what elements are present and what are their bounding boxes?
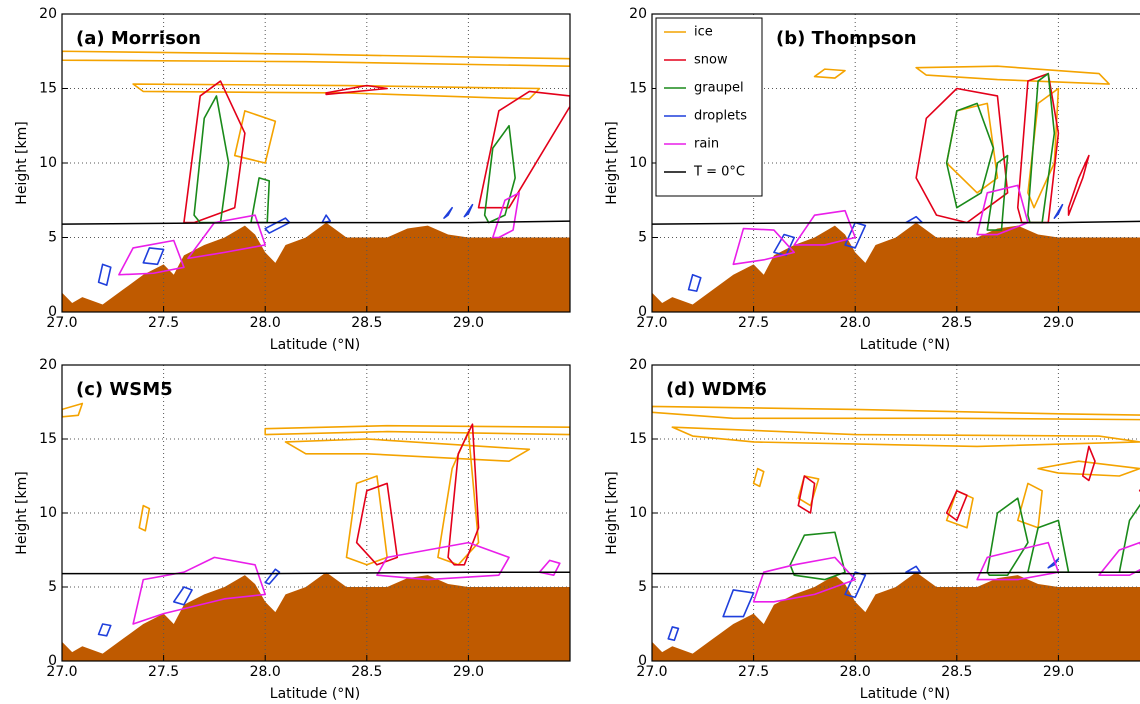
plot-area: [62, 14, 570, 312]
y-tick-label: 15: [629, 431, 647, 447]
y-tick-label: 10: [629, 155, 647, 171]
contour: [652, 405, 1140, 529]
y-axis-label: Height [km]: [604, 121, 620, 204]
panel-title: (c) WSM5: [76, 379, 173, 400]
freezing-line: [652, 220, 1140, 225]
terrain: [62, 572, 570, 661]
y-tick-label: 0: [48, 653, 57, 669]
x-tick-label: 28.5: [941, 664, 972, 680]
x-tick-label: 27.5: [148, 315, 179, 331]
y-tick-label: 20: [629, 6, 647, 22]
x-tick-label: 28.5: [351, 315, 382, 331]
x-axis-label: Latitude (°N): [270, 337, 360, 353]
legend-label: ice: [694, 25, 713, 40]
x-axis-label: Latitude (°N): [860, 686, 950, 702]
contour: [355, 423, 480, 566]
y-tick-label: 15: [39, 431, 57, 447]
terrain: [652, 222, 1140, 312]
x-tick-label: 29.0: [1043, 315, 1074, 331]
x-axis-label: Latitude (°N): [270, 686, 360, 702]
contour: [687, 203, 1064, 292]
y-axis-label: Height [km]: [604, 471, 620, 554]
freezing-line: [62, 571, 570, 575]
x-axis-label: Latitude (°N): [860, 337, 950, 353]
contour: [62, 402, 570, 566]
contour: [132, 541, 561, 625]
contour: [667, 558, 1060, 642]
contour: [789, 497, 1140, 581]
y-tick-label: 5: [48, 579, 57, 595]
y-tick-label: 5: [638, 579, 647, 595]
panel: 27.0 27.5 28.0 28.5 29.0 0 5 10 15 20 Latitude (°N…: [604, 6, 1140, 353]
contour: [732, 184, 1029, 266]
contour: [915, 72, 1090, 224]
plot-area: [62, 365, 570, 661]
x-tick-label: 28.5: [351, 664, 382, 680]
panel-title: (b) Thompson: [776, 28, 917, 49]
x-tick-label: 27.0: [636, 315, 667, 331]
plot-area: [652, 365, 1140, 661]
y-tick-label: 10: [629, 505, 647, 521]
x-tick-label: 27.0: [46, 664, 77, 680]
x-tick-label: 27.5: [738, 315, 769, 331]
freezing-line: [652, 571, 1140, 575]
y-tick-label: 0: [638, 304, 647, 320]
panel-title: (a) Morrison: [76, 28, 201, 49]
freezing-line: [62, 220, 570, 225]
y-tick-label: 0: [48, 304, 57, 320]
y-tick-label: 20: [39, 6, 57, 22]
y-tick-label: 5: [638, 230, 647, 246]
x-tick-label: 27.0: [636, 664, 667, 680]
legend-label: graupel: [694, 81, 744, 96]
x-tick-label: 27.5: [738, 664, 769, 680]
contour: [797, 445, 1140, 522]
legend: ice snow graupel droplets rain T = 0°C: [655, 17, 763, 197]
terrain: [652, 572, 1140, 661]
contour: [813, 65, 1110, 209]
contour: [118, 192, 520, 276]
x-tick-label: 29.0: [1043, 664, 1074, 680]
x-tick-label: 28.5: [941, 315, 972, 331]
x-tick-label: 29.0: [453, 664, 484, 680]
y-tick-label: 5: [48, 230, 57, 246]
y-axis-label: Height [km]: [14, 471, 30, 554]
x-tick-label: 28.0: [250, 315, 281, 331]
y-tick-label: 10: [39, 155, 57, 171]
y-tick-label: 20: [629, 357, 647, 373]
y-tick-label: 15: [629, 81, 647, 97]
terrain: [62, 222, 570, 312]
legend-label: T = 0°C: [693, 165, 745, 180]
y-axis-label: Height [km]: [14, 121, 30, 204]
x-tick-label: 29.0: [453, 315, 484, 331]
y-tick-label: 0: [638, 653, 647, 669]
contour: [752, 541, 1140, 603]
panel-title: (d) WDM6: [666, 379, 767, 400]
x-tick-label: 28.0: [840, 664, 871, 680]
legend-box: [655, 17, 763, 197]
x-tick-label: 28.0: [250, 664, 281, 680]
legend-label: rain: [694, 137, 719, 152]
legend-label: snow: [694, 53, 728, 68]
panel: 27.0 27.5 28.0 28.5 29.0 0 5 10 15 20 Latitude (°N…: [604, 357, 1140, 702]
x-tick-label: 27.0: [46, 315, 77, 331]
contour: [945, 72, 1056, 231]
y-tick-label: 15: [39, 81, 57, 97]
panel: 27.0 27.5 28.0 28.5 29.0 0 5 10 15 20 Latitude (°N…: [14, 357, 571, 702]
x-tick-label: 27.5: [148, 664, 179, 680]
x-tick-label: 28.0: [840, 315, 871, 331]
panel: 27.0 27.5 28.0 28.5 29.0 0 5 10 15 20 Latitude (°N…: [14, 6, 571, 353]
contour: [193, 95, 516, 224]
y-tick-label: 20: [39, 357, 57, 373]
legend-label: droplets: [694, 109, 747, 124]
y-tick-label: 10: [39, 505, 57, 521]
